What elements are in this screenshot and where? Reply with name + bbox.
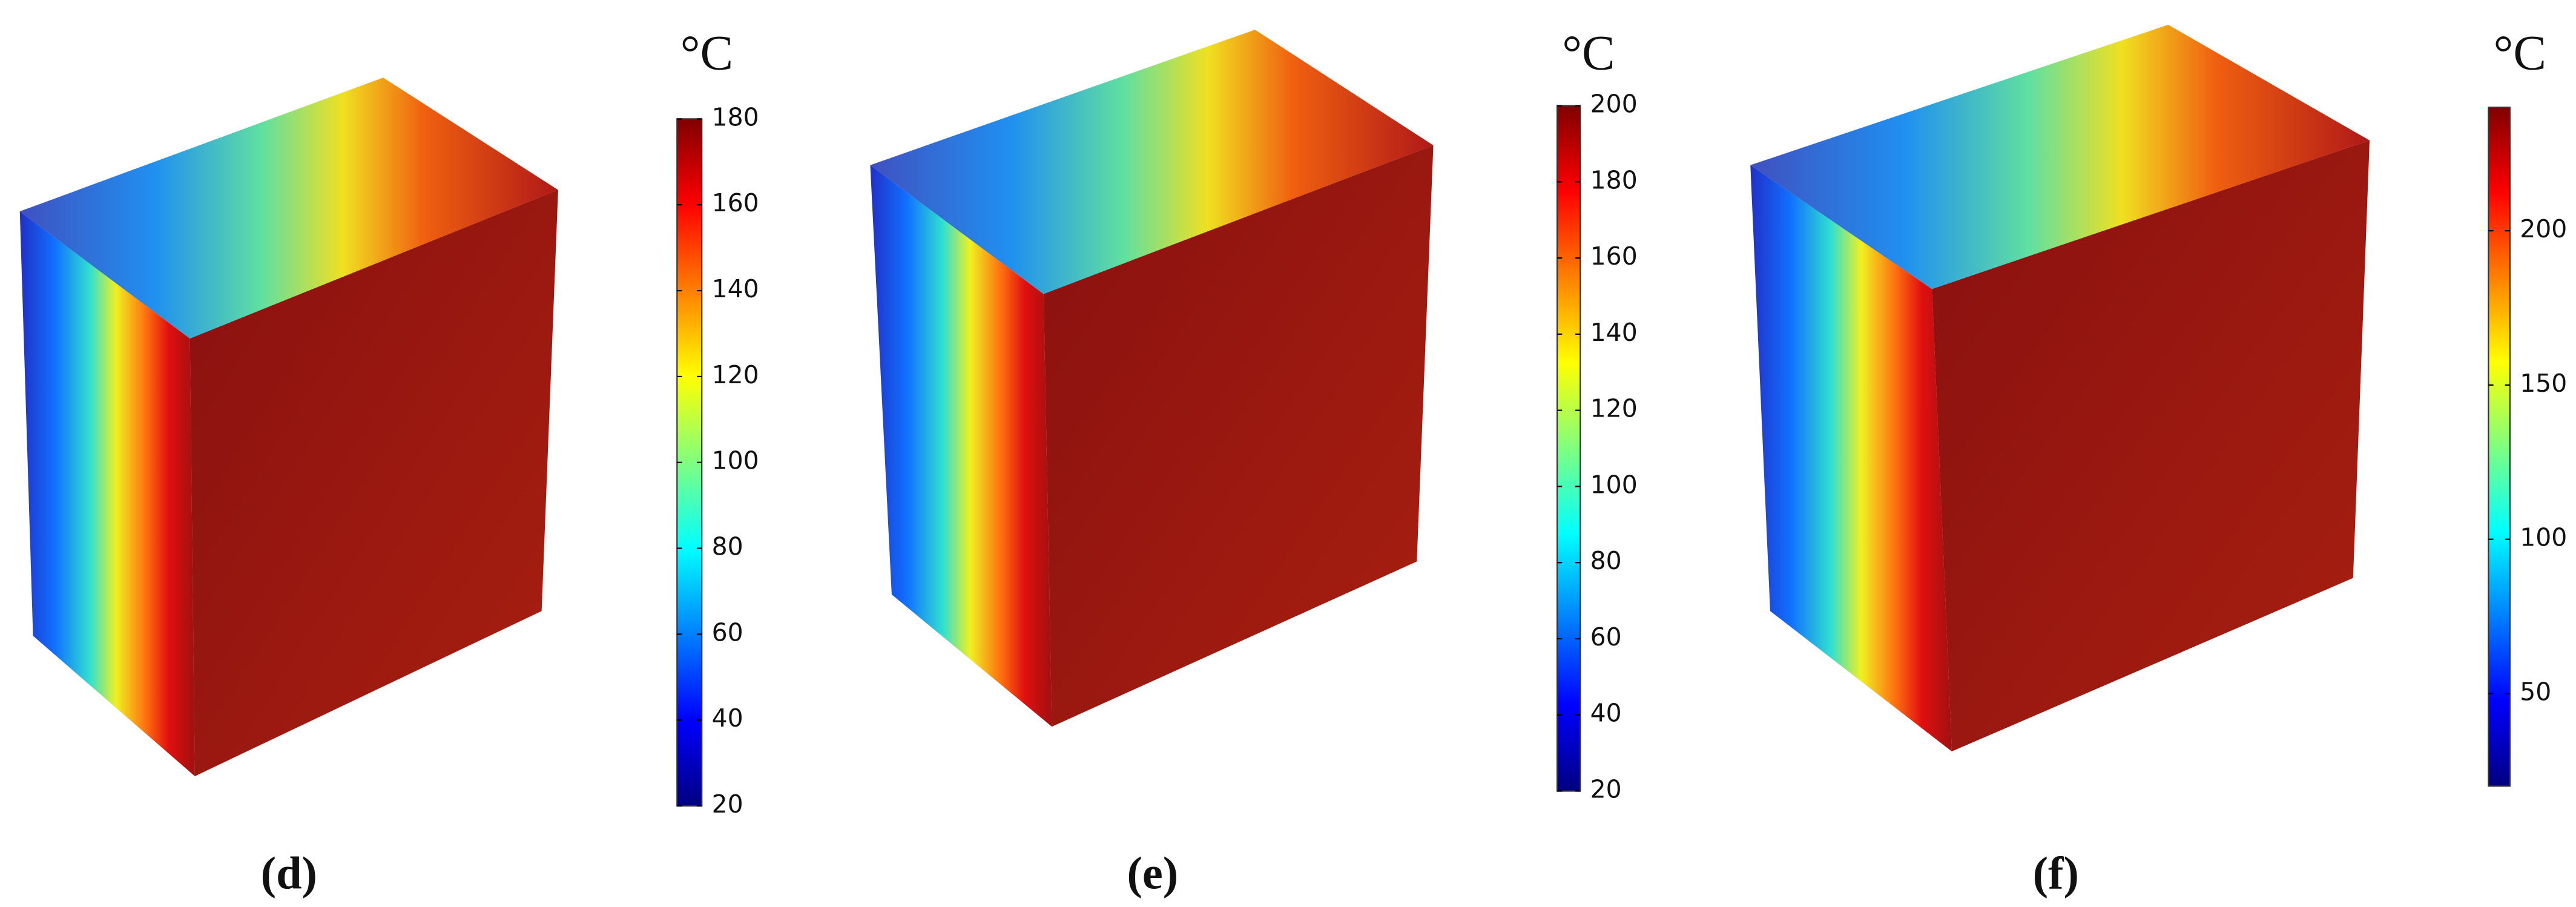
tick-label: 80	[712, 532, 743, 561]
unit-label: °C	[2494, 25, 2546, 81]
panel-label: (f)	[2033, 847, 2079, 899]
cube-d	[19, 78, 558, 776]
tick-label: 200	[1590, 90, 1638, 119]
unit-label: °C	[1562, 25, 1615, 81]
colorbar	[2488, 107, 2511, 787]
tick-label: 40	[712, 704, 743, 733]
cube-e	[870, 30, 1434, 727]
tick-label: 100	[2520, 523, 2567, 552]
tick-label: 160	[712, 188, 759, 217]
tick-label: 50	[2520, 677, 2551, 706]
panel-label: (e)	[1127, 847, 1178, 899]
tick-label: 140	[1590, 318, 1638, 347]
tick-label: 40	[1590, 699, 1622, 728]
tick-label: 150	[2520, 369, 2567, 398]
tick-label: 180	[712, 102, 759, 131]
tick-label: 140	[712, 274, 759, 303]
panel-label: (d)	[261, 847, 317, 899]
colorbar	[1556, 105, 1581, 792]
tick-label: 200	[2520, 214, 2567, 243]
tick-label: 20	[1590, 775, 1622, 804]
tick-label: 20	[712, 790, 743, 819]
tick-label: 180	[1590, 165, 1638, 194]
tick-label: 60	[712, 618, 743, 647]
tick-label: 120	[1590, 394, 1638, 423]
tick-label: 120	[712, 360, 759, 389]
tick-label: 100	[1590, 470, 1638, 499]
tick-label: 60	[1590, 622, 1622, 651]
tick-label: 80	[1590, 546, 1622, 575]
unit-label: °C	[680, 25, 733, 81]
tick-label: 100	[712, 446, 759, 475]
tick-label: 160	[1590, 242, 1638, 271]
cube-f	[1750, 24, 2370, 752]
